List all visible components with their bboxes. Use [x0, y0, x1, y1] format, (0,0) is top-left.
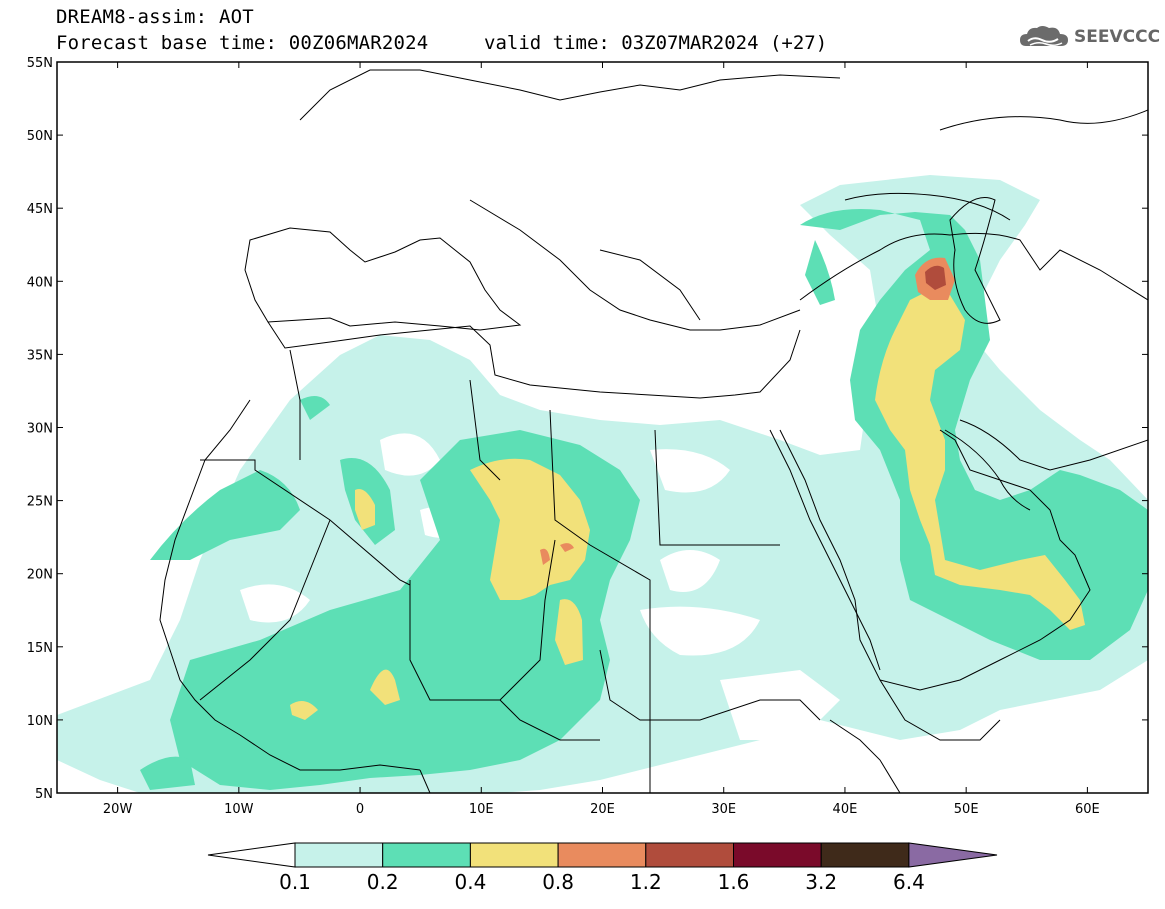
forecast-base-time: Forecast base time: 00Z06MAR2024 — [56, 32, 429, 54]
lat-label: 20N — [27, 568, 53, 583]
aot-field — [57, 175, 1148, 793]
valid-time: valid time: 03Z07MAR2024 (+27) — [484, 32, 828, 54]
lon-label: 10W — [224, 802, 254, 817]
lon-label: 40E — [833, 802, 858, 817]
lat-label: 5N — [35, 787, 53, 802]
colorbar-box — [382, 842, 471, 868]
logo-text: SEEVCCC — [1074, 27, 1161, 47]
colorbar-box — [645, 842, 734, 868]
colorbar-box — [820, 842, 910, 868]
cloud-icon — [1020, 26, 1068, 47]
lon-label: 0 — [356, 802, 364, 817]
lon-label: 50E — [954, 802, 979, 817]
lat-label: 55N — [27, 56, 53, 71]
lon-label: 20W — [103, 802, 133, 817]
lon-label: 20E — [590, 802, 615, 817]
lon-label: 30E — [711, 802, 736, 817]
colorbar-box — [733, 842, 822, 868]
longitude-axis: 20W 10W 0 10E 20E 30E 40E 50E 60E — [103, 62, 1100, 817]
lat-label: 45N — [27, 202, 53, 217]
colorbar-label: 0.8 — [542, 870, 574, 894]
colorbar-label: 0.2 — [367, 870, 399, 894]
lat-label: 30N — [27, 422, 53, 437]
colorbar-label: 0.4 — [454, 870, 486, 894]
colorbar-label: 0.1 — [279, 870, 311, 894]
colorbar-box — [294, 842, 384, 868]
lat-label: 10N — [27, 714, 53, 729]
lat-label: 25N — [27, 495, 53, 510]
coastlines — [159, 69, 1148, 793]
colorbar-label: 6.4 — [893, 870, 925, 894]
colorbar-arrow-low — [207, 842, 296, 868]
lat-label: 15N — [27, 641, 53, 656]
lon-label: 10E — [469, 802, 494, 817]
colorbar-label: 3.2 — [805, 870, 837, 894]
aot-band-0.4 — [290, 290, 1085, 720]
colorbar-label: 1.6 — [718, 870, 750, 894]
colorbar-box — [469, 842, 559, 868]
lat-label: 40N — [27, 275, 53, 290]
aot-band-1.2 — [925, 265, 946, 290]
lat-label: 35N — [27, 348, 53, 363]
colorbar-arrow-high — [908, 842, 998, 868]
lat-label: 50N — [27, 129, 53, 144]
latitude-axis: 55N 50N 45N 40N 35N 30N 25N 20N 15N 10N 5N — [27, 56, 1148, 802]
map-title: DREAM8-assim: AOT — [56, 6, 254, 28]
colorbar-label: 1.2 — [630, 870, 662, 894]
lon-label: 60E — [1075, 802, 1100, 817]
colorbar: 0.1 0.2 0.4 0.8 1.2 1.6 3.2 6.4 — [207, 842, 998, 894]
aot-low-areas — [57, 200, 840, 740]
colorbar-box — [557, 842, 647, 868]
seevccc-logo: SEEVCCC — [1018, 24, 1160, 50]
